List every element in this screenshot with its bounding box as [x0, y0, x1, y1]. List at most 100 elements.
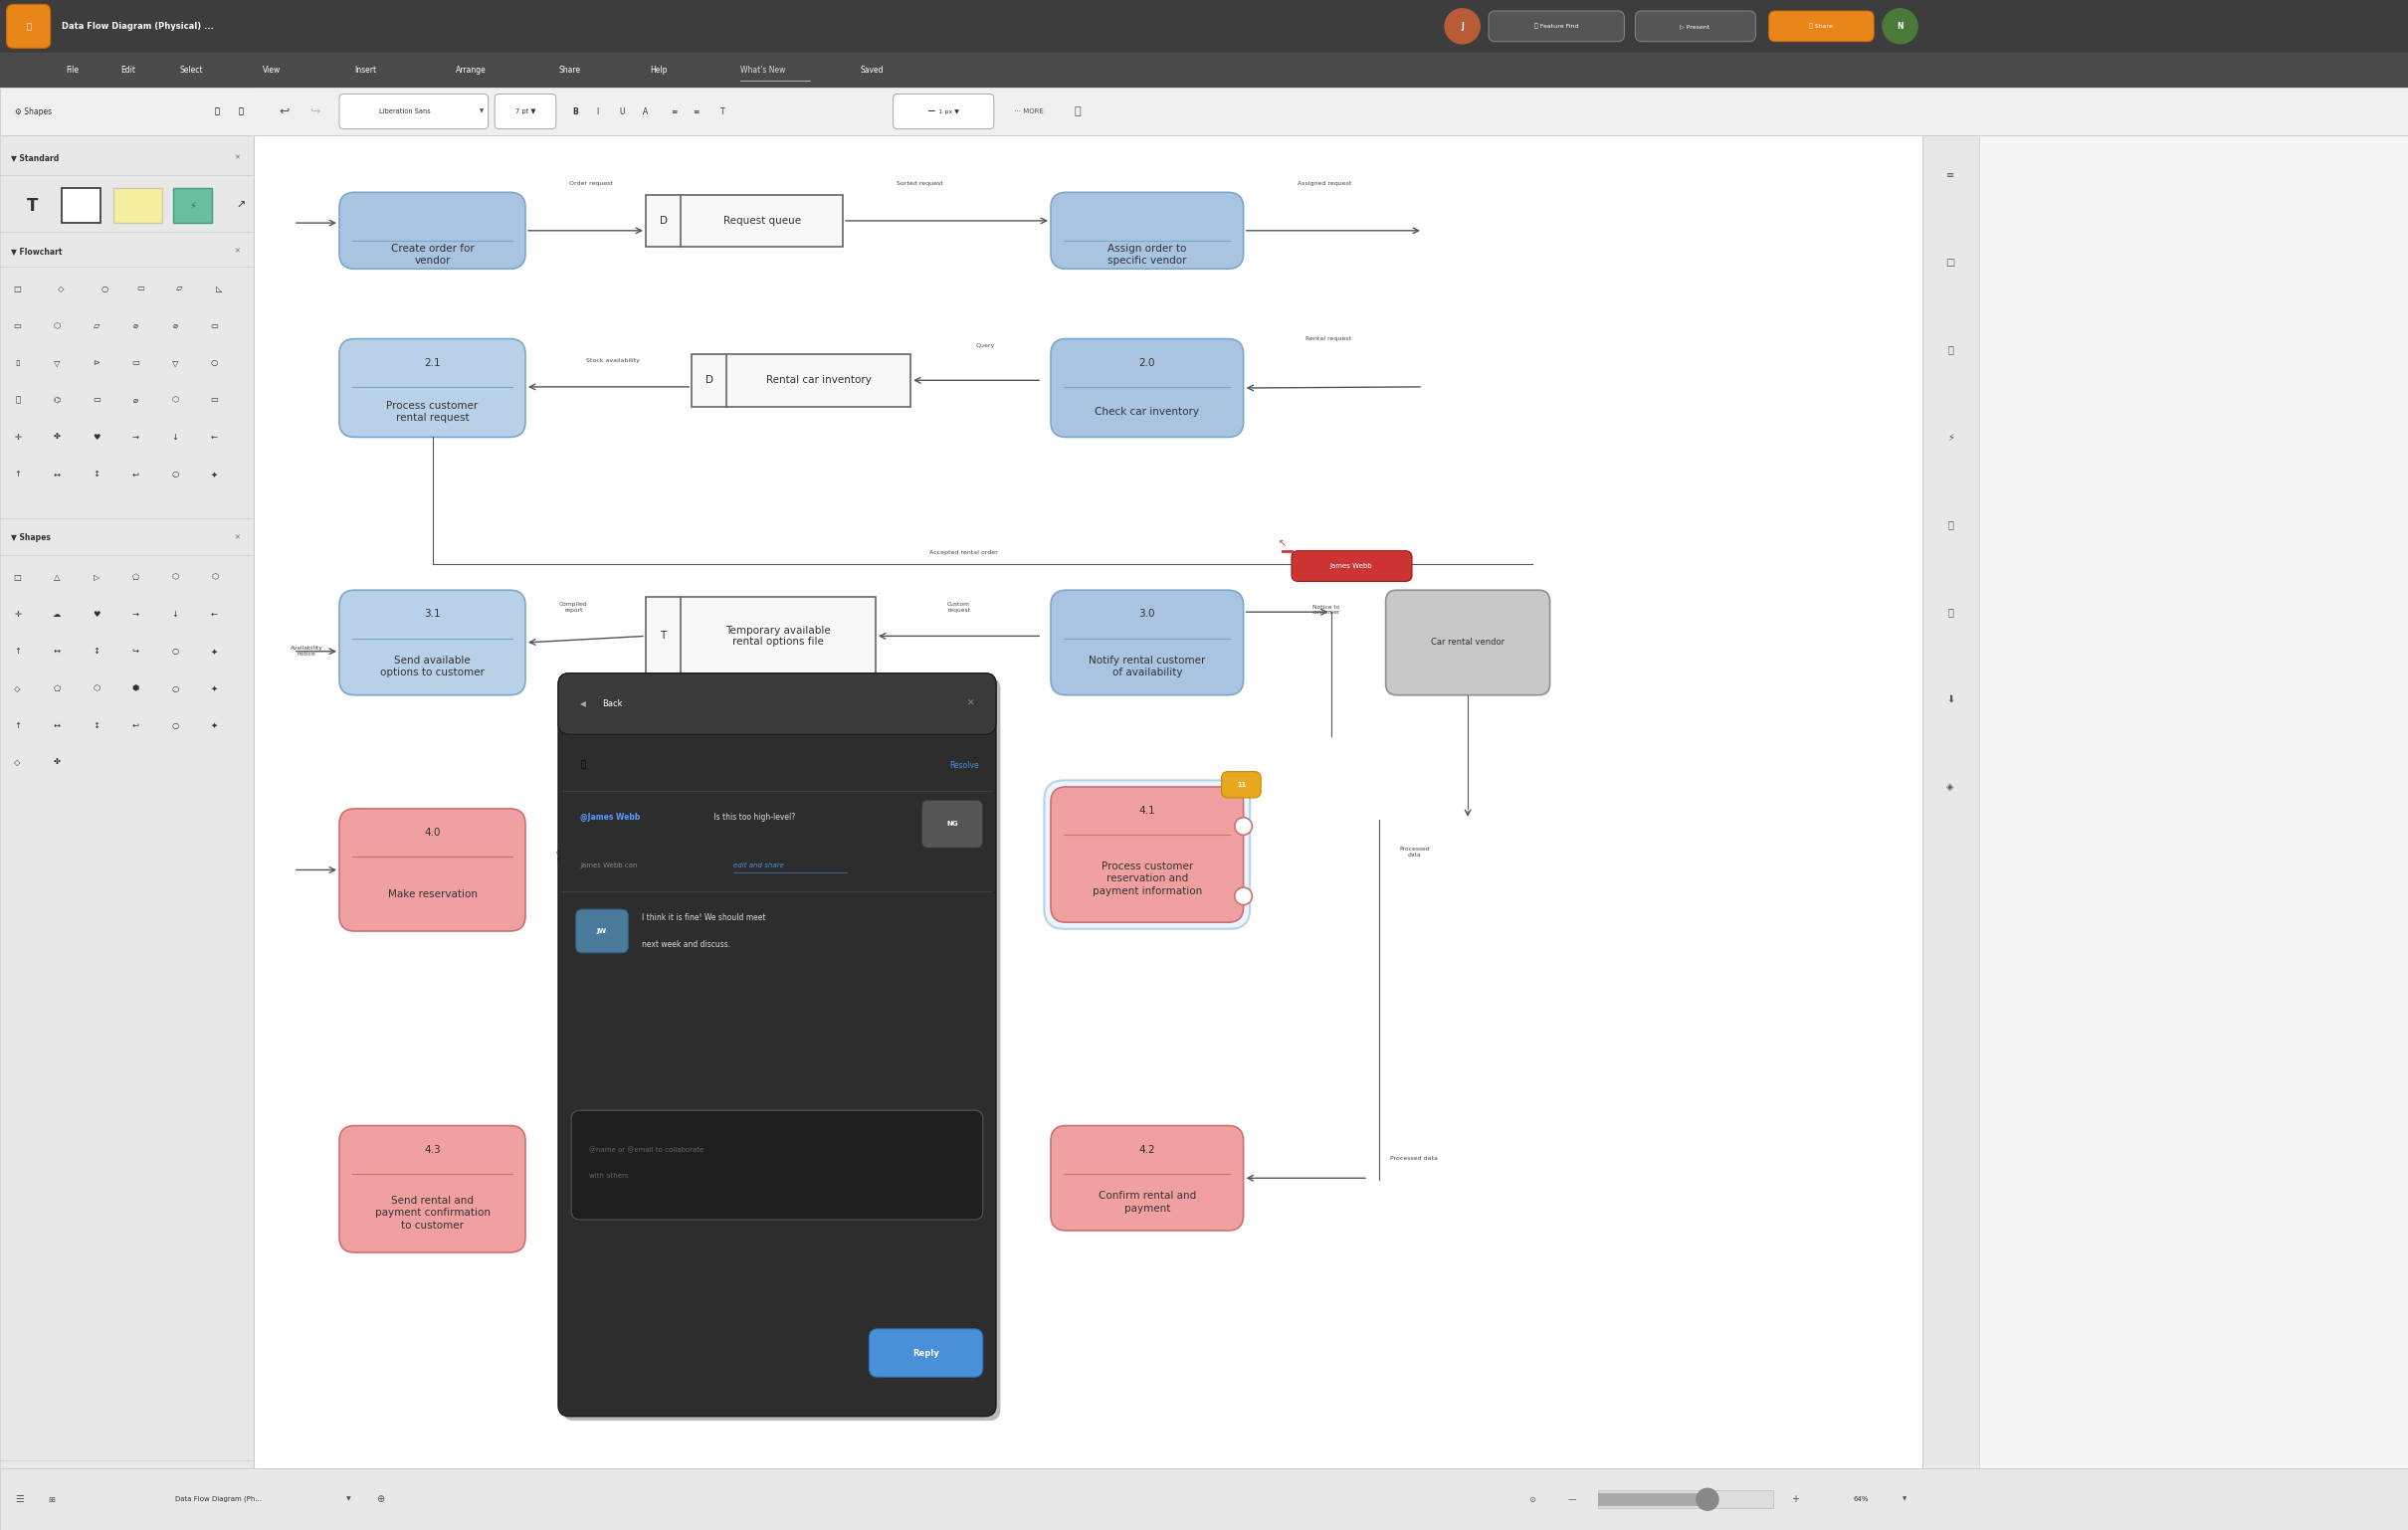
Text: 4.2: 4.2 — [1139, 1144, 1156, 1155]
Text: ◇: ◇ — [14, 684, 22, 693]
FancyBboxPatch shape — [922, 800, 982, 848]
FancyBboxPatch shape — [1635, 11, 1755, 41]
Text: Sorted request: Sorted request — [896, 181, 942, 187]
FancyBboxPatch shape — [1488, 11, 1625, 41]
Text: ↩: ↩ — [132, 470, 140, 479]
FancyBboxPatch shape — [1291, 551, 1411, 581]
Bar — [0, 87, 2408, 136]
Bar — [645, 194, 843, 246]
Text: →: → — [132, 433, 140, 442]
Text: 4.3: 4.3 — [424, 1144, 441, 1155]
Text: ⚙ Shapes: ⚙ Shapes — [14, 107, 53, 116]
Text: ↑: ↑ — [14, 647, 22, 656]
Text: Saved: Saved — [860, 66, 884, 75]
Bar — [0, 52, 2408, 87]
Text: ✛: ✛ — [14, 610, 22, 618]
Text: @James Webb: @James Webb — [580, 812, 641, 822]
Text: Select: Select — [181, 66, 202, 75]
Text: Notify rental customer
of availability: Notify rental customer of availability — [1088, 655, 1206, 678]
Text: Query: Query — [975, 343, 995, 347]
Text: 7 pt ▼: 7 pt ▼ — [515, 109, 535, 115]
Text: 🔧: 🔧 — [1948, 520, 1953, 529]
Text: ▷ Present: ▷ Present — [1678, 24, 1710, 29]
Text: △: △ — [53, 572, 60, 581]
Text: Is this too high-level?: Is this too high-level? — [710, 812, 795, 822]
Text: ○: ○ — [101, 285, 108, 292]
Text: ⬡: ⬡ — [171, 396, 178, 404]
Bar — [0, 1469, 2408, 1530]
Text: ↩: ↩ — [279, 106, 289, 118]
Text: Resolve: Resolve — [949, 760, 978, 770]
Text: D: D — [660, 216, 667, 226]
Text: ▭: ▭ — [137, 285, 144, 292]
Text: ✦: ✦ — [212, 684, 219, 693]
Text: ○: ○ — [171, 721, 178, 730]
Text: ✛: ✛ — [14, 433, 22, 442]
Text: Temporary available
rental options file: Temporary available rental options file — [725, 626, 831, 647]
Bar — [113, 188, 161, 223]
FancyBboxPatch shape — [1385, 591, 1551, 695]
Text: 4.1: 4.1 — [1139, 806, 1156, 815]
Text: Data Flow Diagram (Ph...: Data Flow Diagram (Ph... — [176, 1496, 262, 1502]
Text: NG: NG — [946, 822, 958, 828]
FancyBboxPatch shape — [1050, 193, 1243, 269]
Text: ⛶: ⛶ — [1074, 107, 1081, 116]
Text: Process customer
rental request: Process customer rental request — [385, 401, 479, 424]
Text: ↕: ↕ — [94, 470, 99, 479]
FancyBboxPatch shape — [559, 673, 997, 1417]
Text: B: B — [573, 107, 578, 116]
Text: ⬠: ⬠ — [53, 684, 60, 693]
Text: Back: Back — [602, 699, 621, 708]
Text: ✦: ✦ — [212, 647, 219, 656]
Text: ↕: ↕ — [94, 721, 99, 730]
Text: ⌀: ⌀ — [173, 321, 178, 330]
Text: ♥: ♥ — [92, 610, 101, 618]
Text: Stock availability: Stock availability — [585, 358, 641, 363]
Text: ✦: ✦ — [212, 470, 219, 479]
Text: T: T — [26, 196, 39, 214]
Text: 📍: 📍 — [580, 760, 585, 770]
Text: ≡: ≡ — [672, 107, 677, 116]
Text: ⊞: ⊞ — [48, 1495, 55, 1504]
FancyBboxPatch shape — [340, 338, 525, 438]
Text: Data Flow Diagram (Physical) ...: Data Flow Diagram (Physical) ... — [60, 21, 214, 31]
Circle shape — [1235, 817, 1252, 835]
Text: ⬛: ⬛ — [14, 396, 19, 404]
Circle shape — [1235, 887, 1252, 904]
Text: ♥: ♥ — [92, 433, 101, 442]
Text: ↔: ↔ — [53, 647, 60, 656]
Text: ↗: ↗ — [236, 200, 246, 211]
FancyBboxPatch shape — [340, 93, 489, 129]
Text: ⊕: ⊕ — [376, 1495, 385, 1504]
Text: ⊳: ⊳ — [94, 358, 99, 367]
Bar — [1599, 1490, 1772, 1509]
Text: edit and share: edit and share — [734, 863, 785, 869]
Text: ⌀: ⌀ — [132, 321, 137, 330]
FancyBboxPatch shape — [869, 1330, 982, 1377]
Text: ⌀: ⌀ — [132, 396, 137, 404]
Text: ↖: ↖ — [1279, 539, 1286, 548]
FancyBboxPatch shape — [576, 909, 628, 953]
Text: 64%: 64% — [1854, 1496, 1869, 1502]
Text: ←: ← — [212, 610, 219, 618]
Text: A: A — [643, 107, 648, 116]
Text: Arrange: Arrange — [455, 66, 486, 75]
Text: ✤: ✤ — [53, 433, 60, 442]
Text: ↑: ↑ — [14, 721, 22, 730]
Text: ↓: ↓ — [171, 610, 178, 618]
Text: ▭: ▭ — [209, 396, 219, 404]
FancyBboxPatch shape — [1050, 786, 1243, 923]
Text: □: □ — [14, 285, 22, 292]
Text: Processed data: Processed data — [1389, 1157, 1438, 1161]
Text: ○: ○ — [171, 647, 178, 656]
Text: ⋯ MORE: ⋯ MORE — [1014, 109, 1043, 115]
Text: 🖼: 🖼 — [214, 107, 219, 116]
Text: View: View — [262, 66, 282, 75]
FancyBboxPatch shape — [7, 5, 51, 47]
Text: ◈: ◈ — [1946, 782, 1955, 793]
Text: 3.1: 3.1 — [424, 609, 441, 620]
Text: Rental request: Rental request — [1305, 337, 1351, 341]
Bar — [173, 188, 212, 223]
Text: J: J — [1462, 21, 1464, 31]
Text: 2.0: 2.0 — [1139, 358, 1156, 367]
